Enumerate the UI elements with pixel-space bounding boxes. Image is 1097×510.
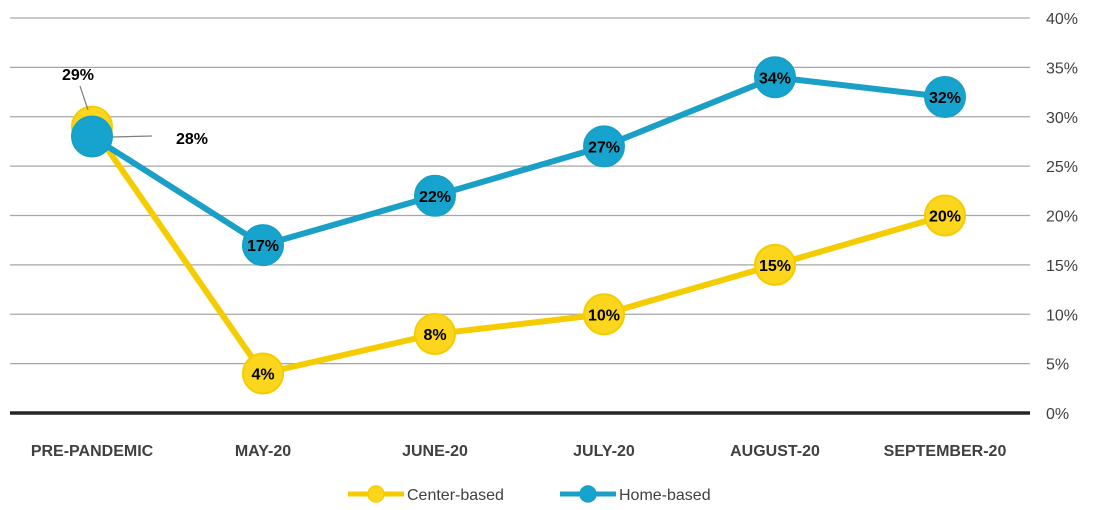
x-tick-label: JULY-20	[573, 443, 635, 460]
marker-center-based	[242, 352, 284, 395]
x-tick-label: AUGUST-20	[730, 443, 820, 460]
leader-line	[79, 85, 89, 111]
data-label-home-based: 34%	[759, 70, 791, 87]
y-tick-label: 0%	[1046, 406, 1069, 423]
data-label-home-based: 32%	[929, 90, 961, 107]
data-label-center-based: 20%	[929, 209, 961, 226]
data-label-center-based: 10%	[588, 307, 620, 324]
data-label-home-based: 22%	[419, 189, 451, 206]
x-tick-label: SEPTEMBER-20	[884, 443, 1007, 460]
gridlines	[10, 17, 1030, 415]
y-tick-label: 5%	[1046, 357, 1069, 374]
marker-center-based	[754, 243, 796, 286]
marker-home-based	[242, 224, 284, 267]
series-lines	[89, 74, 948, 377]
legend-marker-home-based	[579, 485, 597, 503]
leader-line	[111, 135, 153, 138]
marker-home-based	[754, 56, 796, 99]
legend-marker-center-based	[367, 485, 385, 503]
x-axis-ticks: PRE-PANDEMIC MAY-20 JUNE-20 JULY-20 AUGUST-2…	[31, 443, 1007, 460]
marker-home-based	[924, 76, 966, 118]
marker-center-based	[414, 313, 456, 355]
series-line-home-based	[89, 74, 948, 249]
y-tick-label: 25%	[1046, 159, 1078, 176]
marker-center-based	[924, 194, 966, 237]
y-tick-label: 30%	[1046, 110, 1078, 127]
data-labels: 29% 4% 8% 10% 15% 20% 28% 17% 22% 27% 34% 32%	[62, 67, 961, 384]
y-tick-label: 10%	[1046, 307, 1078, 324]
y-axis-ticks: 0% 5% 10% 15% 20% 25% 30% 35% 40%	[1046, 11, 1078, 423]
data-label-center-based: 8%	[423, 327, 446, 344]
x-tick-label: MAY-20	[235, 443, 291, 460]
legend: Center-based Home-based	[348, 485, 711, 504]
data-label-center-based: 4%	[251, 367, 274, 384]
series-line-center-based	[89, 123, 948, 377]
data-label-home-based: 27%	[588, 139, 620, 156]
data-label-center-based: 15%	[759, 258, 791, 275]
marker-home-based	[583, 125, 625, 168]
data-label-home-based: 17%	[247, 238, 279, 255]
legend-label-home-based: Home-based	[619, 487, 711, 504]
marker-home-based	[71, 115, 113, 158]
x-tick-label: JUNE-20	[402, 443, 468, 460]
y-tick-label: 35%	[1046, 60, 1078, 77]
x-tick-label: PRE-PANDEMIC	[31, 443, 154, 460]
data-label-center-based: 29%	[62, 67, 94, 84]
y-tick-label: 40%	[1046, 11, 1078, 28]
marker-home-based	[414, 174, 456, 217]
data-label-home-based: 28%	[176, 131, 208, 148]
y-tick-label: 20%	[1046, 209, 1078, 226]
marker-center-based	[583, 293, 625, 336]
y-tick-label: 15%	[1046, 258, 1078, 275]
legend-label-center-based: Center-based	[407, 487, 504, 504]
series-markers	[71, 56, 966, 395]
